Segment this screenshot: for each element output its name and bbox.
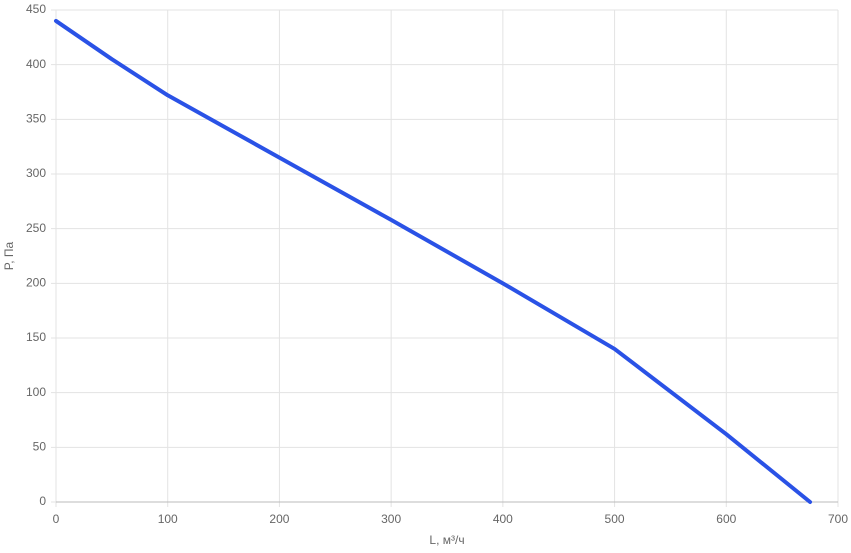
- x-tick-label: 400: [493, 512, 513, 526]
- y-tick-label: 0: [39, 494, 46, 508]
- y-tick-label: 450: [26, 2, 46, 16]
- x-axis-label: L, м³/ч: [429, 533, 464, 547]
- y-tick-label: 200: [26, 276, 46, 290]
- y-tick-label: 100: [26, 385, 46, 399]
- x-tick-label: 0: [53, 512, 60, 526]
- y-tick-label: 400: [26, 57, 46, 71]
- x-tick-label: 200: [269, 512, 289, 526]
- x-tick-label: 600: [716, 512, 736, 526]
- x-tick-label: 100: [158, 512, 178, 526]
- y-tick-label: 50: [33, 440, 47, 454]
- data-line: [54, 18, 813, 504]
- x-tick-label: 500: [605, 512, 625, 526]
- y-tick-label: 300: [26, 166, 46, 180]
- y-axis-label: P, Па: [2, 241, 16, 270]
- y-tick-label: 150: [26, 330, 46, 344]
- y-tick-label: 350: [26, 112, 46, 126]
- x-tick-label: 700: [828, 512, 848, 526]
- x-tick-label: 300: [381, 512, 401, 526]
- y-tick-label: 250: [26, 221, 46, 235]
